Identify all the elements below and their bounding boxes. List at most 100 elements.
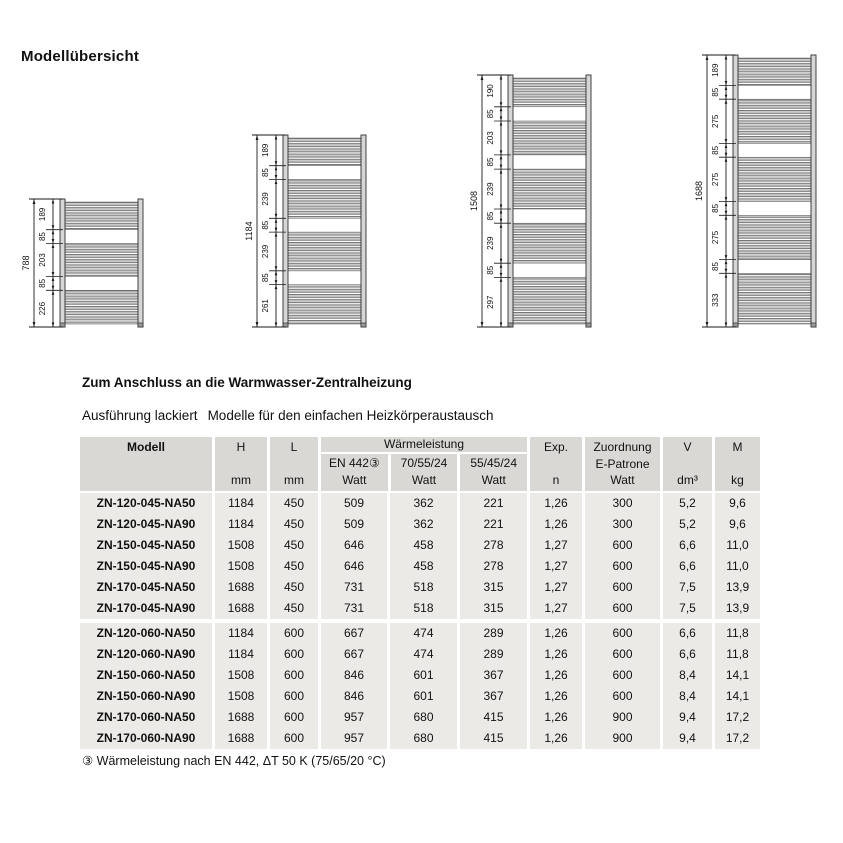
cell-m: 9,6 [712,493,760,514]
column-header-v: V dm³ [660,437,712,491]
model-name: ZN-120-060-NA50 [96,626,196,640]
table-row: ZN-150-045-NA90 1508 450 646 458 278 1,27 600 6,… [80,556,760,577]
cell-exp: 1,27 [527,535,582,556]
column-sublabel [663,458,712,471]
cell-w705524: 474 [387,644,457,665]
svg-text:190: 190 [486,84,495,98]
svg-text:189: 189 [711,63,720,77]
cell-zuordnung: 600 [582,577,660,598]
svg-text:1508: 1508 [469,191,479,211]
cell-en442: 957 [318,707,387,728]
column-unit: Watt [481,473,506,487]
table-row: ZN-150-060-NA50 1508 600 846 601 367 1,26 600 8,… [80,665,760,686]
cell-en442: 846 [318,665,387,686]
model-name: ZN-150-060-NA90 [96,689,196,703]
cell-w554524: 315 [457,577,527,598]
table-row: ZN-170-060-NA50 1688 600 957 680 415 1,26 900 9,… [80,707,760,728]
column-header-m: M kg [712,437,760,491]
cell-en442: 667 [318,623,387,644]
svg-text:239: 239 [486,182,495,196]
cell-exp: 1,26 [527,665,582,686]
cell-l: 450 [267,598,318,619]
cell-w554524: 415 [457,728,527,749]
cell-m: 17,2 [712,728,760,749]
cell-w554524: 221 [457,493,527,514]
footnote: ③ Wärmeleistung nach EN 442, ΔT 50 K (75… [82,754,386,768]
column-label: 55/45/24 [470,456,518,470]
section-heading: Zum Anschluss an die Warmwasser-Zentralh… [82,375,412,390]
svg-text:203: 203 [38,253,47,267]
cell-h: 1184 [212,514,267,535]
table-row: ZN-150-045-NA50 1508 450 646 458 278 1,27 600 6,… [80,535,760,556]
table-row: ZN-120-045-NA50 1184 450 509 362 221 1,26 300 5,… [80,493,760,514]
model-name: ZN-170-060-NA90 [96,731,196,745]
svg-text:239: 239 [486,236,495,250]
cell-m: 11,8 [712,623,760,644]
svg-text:275: 275 [711,172,720,186]
cell-l: 600 [267,686,318,707]
cell-l: 450 [267,556,318,577]
svg-text:1184: 1184 [244,221,254,240]
cell-w554524: 289 [457,623,527,644]
cell-en442: 509 [318,514,387,535]
cell-l: 450 [267,514,318,535]
cell-exp: 1,26 [527,686,582,707]
cell-zuordnung: 300 [582,514,660,535]
column-unit: Watt [342,473,367,487]
cell-exp: 1,26 [527,728,582,749]
cell-h: 1184 [212,493,267,514]
svg-text:85: 85 [38,278,47,287]
cell-v: 6,6 [660,556,712,577]
column-sublabel [80,458,212,471]
cell-exp: 1,26 [527,707,582,728]
svg-text:189: 189 [261,143,270,157]
radiator-1508: 1508 190 85 203 85 239 85 239 85 297 [466,71,598,336]
cell-l: 600 [267,644,318,665]
svg-text:261: 261 [261,299,270,313]
svg-text:85: 85 [711,203,720,212]
cell-zuordnung: 900 [582,728,660,749]
cell-h: 1688 [212,707,267,728]
column-header-modell: Modell [80,437,212,491]
cell-en442: 957 [318,728,387,749]
cell-w554524: 278 [457,556,527,577]
model-table: Modell H mm L mm Wärmeleistung EN 442③ Watt 7… [80,437,760,749]
svg-text:85: 85 [711,145,720,154]
table-row: ZN-170-045-NA90 1688 450 731 518 315 1,27 600 7,… [80,598,760,619]
cell-exp: 1,27 [527,598,582,619]
cell-h: 1508 [212,535,267,556]
cell-l: 600 [267,728,318,749]
column-unit: kg [731,473,744,487]
cell-zuordnung: 600 [582,644,660,665]
cell-h: 1688 [212,598,267,619]
table-row: ZN-170-060-NA90 1688 600 957 680 415 1,26 900 9,… [80,728,760,749]
model-name: ZN-170-045-NA50 [96,580,196,594]
cell-h: 1508 [212,665,267,686]
group-subcolumns: EN 442③ Watt 70/55/24 Watt 55/45/24 Watt [321,454,527,491]
cell-exp: 1,26 [527,623,582,644]
column-label: Zuordnung [593,440,652,454]
table-row: ZN-170-045-NA50 1688 450 731 518 315 1,27 600 7,… [80,577,760,598]
column-sublabel [215,458,267,471]
group-separator [80,619,760,623]
svg-text:333: 333 [711,293,720,307]
cell-w705524: 474 [387,623,457,644]
svg-text:85: 85 [711,87,720,96]
model-name: ZN-150-045-NA90 [96,559,196,573]
column-sublabel [715,458,760,471]
svg-text:297: 297 [486,295,495,309]
column-unit: mm [284,473,304,487]
cell-exp: 1,27 [527,556,582,577]
cell-l: 600 [267,707,318,728]
cell-h: 1184 [212,623,267,644]
radiator-1688: 1688 189 85 275 85 275 85 275 85 333 [691,51,823,336]
cell-zuordnung: 600 [582,665,660,686]
table-body: ZN-120-045-NA50 1184 450 509 362 221 1,26 300 5,… [80,493,760,749]
cell-h: 1508 [212,686,267,707]
model-name: ZN-150-060-NA50 [96,668,196,682]
column-header-w554524: 55/45/24 Watt [457,454,527,491]
svg-text:239: 239 [261,192,270,206]
cell-m: 13,9 [712,598,760,619]
svg-text:85: 85 [486,157,495,166]
model-name: ZN-120-045-NA90 [96,517,196,531]
